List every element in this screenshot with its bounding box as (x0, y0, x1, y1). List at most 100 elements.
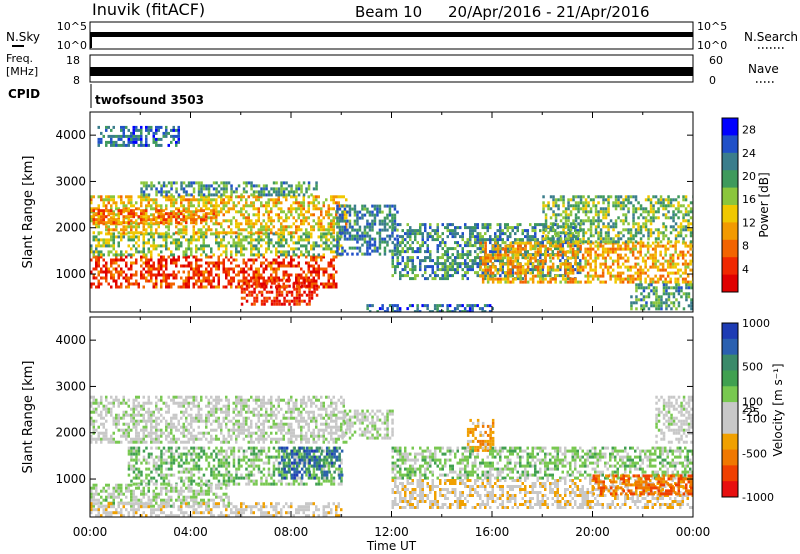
echo-cell (102, 209, 105, 213)
echo-cell (511, 250, 515, 254)
echo-cell (225, 219, 228, 223)
echo-cell (332, 222, 335, 226)
echo-cell (602, 207, 605, 211)
echo-cell (150, 187, 153, 191)
echo-cell (378, 243, 382, 247)
echo-cell (446, 274, 449, 278)
echo-cell (549, 207, 553, 211)
echo-cell (554, 216, 558, 220)
echo-cell (621, 262, 625, 266)
echo-cell (546, 235, 549, 239)
echo-cell (105, 207, 108, 211)
colorbar-segment (722, 170, 738, 189)
echo-cell (105, 140, 108, 144)
echo-cell (627, 228, 630, 232)
echo-cell (632, 207, 635, 211)
echo-cell (679, 234, 683, 238)
echo-cell (190, 215, 193, 219)
echo-cell (125, 215, 128, 219)
echo-cell (117, 134, 120, 138)
echo-cell (639, 231, 643, 235)
echo-cell (557, 204, 560, 208)
echo-cell (466, 238, 469, 242)
echo-cell (260, 187, 263, 191)
echo-cell (596, 256, 600, 260)
echo-cell (511, 265, 515, 269)
echo-cell (152, 213, 155, 217)
echo-cell (105, 279, 108, 283)
echo-cell (167, 143, 170, 147)
echo-cell (589, 225, 593, 229)
noise-panel: N.Sky 10^5 10^0 10^5 10^0 N.Search (6, 20, 798, 52)
colorbar-segment (722, 274, 738, 293)
echo-cell (649, 228, 653, 232)
echo-cell (343, 234, 347, 238)
echo-cell (202, 276, 205, 280)
echo-cell (594, 204, 598, 208)
echo-cell (448, 304, 452, 308)
echo-cell (222, 193, 226, 197)
echo-cell (177, 128, 180, 132)
echo-cell (185, 276, 188, 280)
echo-cell (526, 241, 530, 245)
echo-cell (120, 255, 123, 259)
echo-cell (414, 277, 417, 281)
echo-cell (614, 259, 617, 263)
echo-cell (145, 187, 148, 191)
echo-cell (135, 207, 138, 211)
echo-cell (464, 223, 467, 227)
echo-cell (524, 244, 527, 248)
echo-cell (250, 302, 254, 306)
echo-cell (670, 307, 673, 311)
echo-cell (127, 137, 130, 141)
echo-cell (195, 279, 198, 283)
echo-cell (566, 280, 570, 284)
echo-cell (185, 255, 188, 259)
echo-cell (406, 247, 409, 251)
echo-cell (672, 286, 676, 290)
echo-cell (542, 225, 545, 229)
echo-cell (424, 265, 427, 269)
echo-cell (685, 292, 688, 296)
echo-cell (272, 225, 275, 229)
echo-cell (267, 276, 270, 280)
echo-cell (672, 301, 676, 305)
echo-cell (469, 235, 472, 239)
echo-cell (167, 131, 170, 135)
echo-cell (232, 241, 235, 245)
echo-cell (297, 216, 300, 220)
echo-cell (132, 204, 135, 208)
echo-cell (669, 204, 673, 208)
echo-cell (252, 225, 255, 229)
echo-cell (202, 247, 205, 251)
echo-cell (205, 279, 208, 283)
echo-cell (127, 207, 130, 211)
echo-cell (408, 304, 412, 308)
echo-cell (190, 247, 193, 251)
echo-cell (155, 285, 158, 289)
echo-cell (182, 250, 185, 254)
echo-cell (247, 204, 250, 208)
echo-cell (335, 282, 338, 286)
echo-cell (476, 262, 479, 266)
echo-cell (456, 250, 459, 254)
echo-cell (584, 219, 588, 223)
echo-cell (202, 241, 205, 245)
echo-cell (142, 143, 145, 147)
echo-cell (471, 244, 474, 248)
echo-cell (145, 253, 148, 257)
echo-cell (489, 250, 492, 254)
echo-cell (511, 271, 514, 275)
echo-cell (152, 267, 155, 271)
echo-cell (285, 284, 289, 288)
echo-cell (155, 137, 158, 141)
echo-cell (677, 225, 680, 229)
echo-cell (591, 268, 595, 272)
echo-cell (222, 207, 225, 211)
echo-cell (97, 204, 100, 208)
echo-cell (97, 250, 100, 254)
echo-cell (549, 228, 553, 232)
echo-cell (599, 265, 602, 269)
echo-cell (652, 204, 655, 208)
echo-cell (308, 287, 311, 291)
